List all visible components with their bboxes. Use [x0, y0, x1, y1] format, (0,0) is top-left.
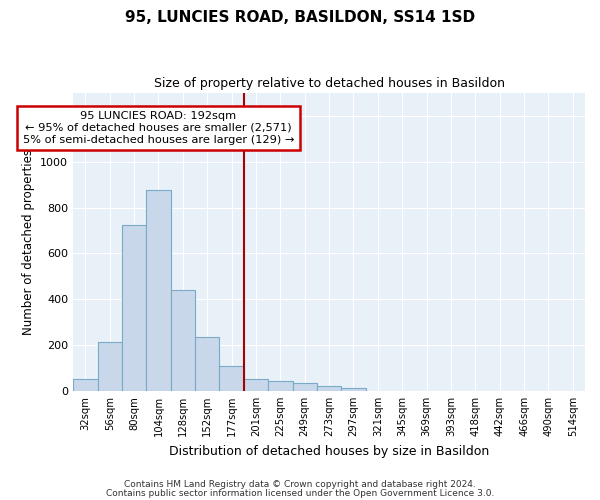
Title: Size of property relative to detached houses in Basildon: Size of property relative to detached ho… [154, 78, 505, 90]
Bar [195, 337, 220, 391]
Bar [98, 342, 122, 391]
Bar [73, 380, 98, 391]
Bar [122, 225, 146, 391]
Text: 95, LUNCIES ROAD, BASILDON, SS14 1SD: 95, LUNCIES ROAD, BASILDON, SS14 1SD [125, 10, 475, 25]
Bar [293, 383, 317, 391]
Text: Contains HM Land Registry data © Crown copyright and database right 2024.: Contains HM Land Registry data © Crown c… [124, 480, 476, 489]
Bar [170, 290, 195, 391]
Text: 95 LUNCIES ROAD: 192sqm
← 95% of detached houses are smaller (2,571)
5% of semi-: 95 LUNCIES ROAD: 192sqm ← 95% of detache… [23, 112, 294, 144]
Bar [317, 386, 341, 391]
Bar [220, 366, 244, 391]
Bar [244, 380, 268, 391]
Y-axis label: Number of detached properties: Number of detached properties [22, 149, 35, 335]
Bar [268, 380, 293, 391]
Text: Contains public sector information licensed under the Open Government Licence 3.: Contains public sector information licen… [106, 488, 494, 498]
Bar [146, 190, 170, 391]
Bar [341, 388, 365, 391]
X-axis label: Distribution of detached houses by size in Basildon: Distribution of detached houses by size … [169, 444, 489, 458]
